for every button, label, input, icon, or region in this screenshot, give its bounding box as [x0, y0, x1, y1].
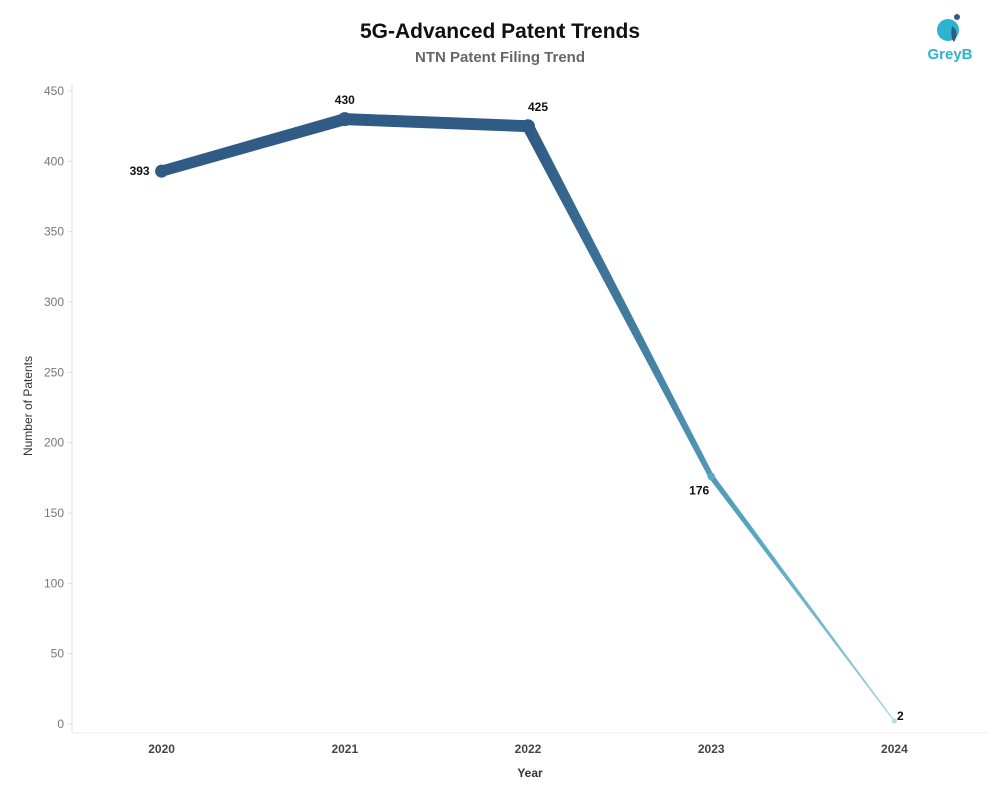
y-tick-label: 200: [44, 436, 64, 450]
line-segment: [708, 474, 895, 722]
data-point: [337, 112, 352, 127]
greyb-logo: GreyB: [920, 12, 980, 68]
data-point: [155, 164, 169, 178]
y-tick-label: 0: [57, 717, 64, 731]
y-tick-label: 100: [44, 576, 64, 590]
y-tick-label: 150: [44, 506, 64, 520]
data-label: 393: [130, 164, 150, 178]
y-tick-label: 300: [44, 295, 64, 309]
logo-text: GreyB: [927, 46, 973, 63]
y-tick-label: 350: [44, 225, 64, 239]
line-segment: [160, 113, 347, 177]
data-labels: 393 430 425 176 2: [130, 93, 904, 723]
x-tick-label: 2020: [148, 742, 175, 756]
data-point: [707, 472, 715, 481]
data-label: 425: [528, 100, 548, 114]
x-tick-label: 2022: [515, 742, 542, 756]
data-label: 430: [335, 93, 355, 107]
y-tick-label: 50: [51, 647, 65, 661]
x-tick-label: 2023: [698, 742, 725, 756]
y-tick-label: 450: [44, 84, 64, 98]
y-tick-label: 250: [44, 365, 64, 379]
y-tick-label: 400: [44, 154, 64, 168]
y-axis-title: Number of Patents: [21, 356, 35, 456]
axes: 0 50 100 150 200 250 300 350 400 450 2020 2021 2022 2…: [21, 84, 988, 780]
chart-title: 5G-Advanced Patent Trends: [359, 20, 641, 43]
line-segment: [344, 113, 529, 133]
data-point: [891, 718, 897, 724]
line-series: [160, 113, 895, 722]
line-segment: [522, 123, 714, 478]
greyb-logo-icon: [937, 14, 960, 42]
data-points: [155, 112, 897, 724]
data-label: 2: [897, 709, 904, 723]
chart-subtitle: NTN Patent Filing Trend: [414, 49, 585, 66]
data-label: 176: [689, 483, 709, 497]
x-axis-title: Year: [517, 766, 543, 780]
x-tick-label: 2024: [881, 742, 908, 756]
x-tick-label: 2021: [331, 742, 358, 756]
data-point: [521, 119, 535, 134]
